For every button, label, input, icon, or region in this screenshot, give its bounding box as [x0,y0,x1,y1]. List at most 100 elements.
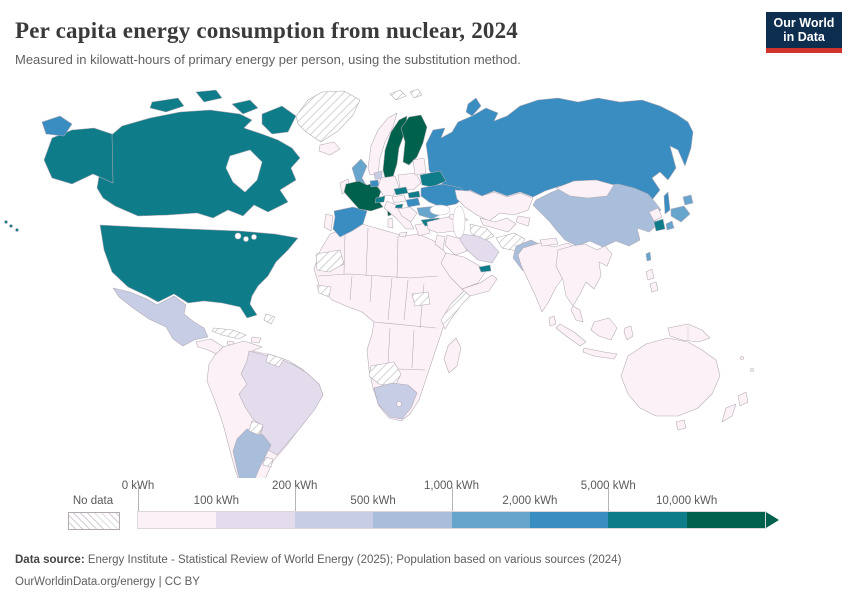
country-hungary[interactable] [405,197,421,208]
legend-no-data-swatch[interactable] [68,512,120,530]
country-pacific-island-2[interactable] [750,368,754,372]
country-japan-hokkaido[interactable] [682,194,694,206]
country-germany[interactable] [377,175,400,197]
country-france[interactable] [343,180,384,212]
country-poland[interactable] [397,172,422,191]
country-lesotho[interactable] [396,401,402,407]
country-greenland[interactable] [295,90,361,143]
data-source-line: Data source: Energy Institute - Statisti… [15,550,835,572]
country-taiwan[interactable] [645,251,652,262]
country-japan-honshu[interactable] [670,205,691,223]
country-baltic-states[interactable] [412,157,427,176]
country-uruguay[interactable] [262,456,274,468]
country-levant[interactable] [434,234,446,251]
country-yemen-oman[interactable] [461,274,498,297]
country-slovakia[interactable] [407,190,421,199]
country-uzbekistan[interactable] [479,217,517,233]
africa-border-lines [317,227,439,371]
country-south-africa[interactable] [373,382,418,420]
legend-tick-label: 500 kWh [350,495,396,507]
country-indonesia-borneo[interactable] [590,317,618,341]
legend-segment-1000-2000[interactable] [451,512,530,528]
country-malay-peninsula[interactable] [570,305,584,323]
country-indonesia-java[interactable] [582,347,618,360]
data-source-text: Energy Institute - Statistical Review of… [84,554,622,566]
country-pacific-island-1[interactable] [740,356,744,360]
country-iceland[interactable] [318,141,341,156]
country-mongolia[interactable] [555,179,615,199]
country-hawaii-2[interactable] [9,224,13,228]
country-indonesia-sumatra[interactable] [555,323,587,347]
country-canada[interactable] [96,109,301,219]
country-north-korea[interactable] [648,207,663,222]
legend-segment-10000-plus[interactable] [686,512,765,528]
country-nepal[interactable] [539,237,559,247]
country-canada-arctic-3[interactable] [231,99,259,115]
legend-segment-500-1000[interactable] [373,512,452,528]
country-novaya-zemlya[interactable] [465,97,482,117]
country-australia[interactable] [620,337,721,417]
country-belgium[interactable] [369,179,380,188]
country-svalbard[interactable] [389,88,423,101]
country-africa-mainland[interactable] [313,223,476,422]
country-tasmania[interactable] [675,419,687,431]
owid-logo-line2: in Data [783,30,825,44]
legend-segment-5000-10000[interactable] [608,512,687,528]
country-new-zealand-south[interactable] [721,403,737,423]
country-balkans[interactable] [397,206,418,223]
country-kazakhstan[interactable] [454,189,534,222]
country-cuba[interactable] [211,327,247,340]
country-hawaii-3[interactable] [15,228,19,232]
legend-segment-0-100[interactable] [138,512,217,528]
country-sardinia[interactable] [387,217,394,229]
country-chukotka[interactable] [41,115,73,137]
country-slovenia[interactable] [394,203,404,209]
country-united-states[interactable] [99,224,299,319]
country-austria[interactable] [391,194,407,204]
country-south-korea[interactable] [653,218,666,232]
country-new-guinea[interactable] [667,323,711,343]
country-belarus[interactable] [419,170,447,188]
legend-segment-200-500[interactable] [294,512,374,528]
country-argentina[interactable] [232,428,272,478]
country-portugal[interactable] [323,213,334,232]
country-saudi-arabia[interactable] [440,252,487,290]
country-guyanas[interactable] [265,353,285,368]
country-indochina[interactable] [555,243,613,307]
country-philippines-luzon[interactable] [645,268,655,281]
country-philippines-mindanao[interactable] [649,281,659,293]
country-canada-arctic-1[interactable] [149,97,185,113]
country-new-zealand-north[interactable] [737,391,749,407]
country-madagascar[interactable] [443,337,462,374]
country-guinea-region[interactable] [316,284,332,298]
country-western-sahara[interactable] [315,249,345,273]
country-japan-kyushu[interactable] [665,220,675,231]
legend-tick-label: 10,000 kWh [655,495,718,507]
country-canada-arctic-baffin[interactable] [261,105,297,135]
country-switzerland[interactable] [374,195,386,204]
country-bahamas[interactable] [263,313,276,325]
country-ukraine[interactable] [420,183,468,208]
country-south-sudan[interactable] [411,291,431,307]
country-turkmenistan[interactable] [469,223,495,242]
owid-logo[interactable]: Our World in Data [766,12,842,53]
country-hispaniola[interactable] [250,336,262,344]
country-indonesia-sulawesi[interactable] [623,325,634,341]
country-canada-arctic-2[interactable] [195,89,223,103]
country-sicily[interactable] [398,231,408,238]
country-hawaii-1[interactable] [4,220,8,224]
country-spain[interactable] [332,206,368,238]
owid-link-line[interactable]: OurWorldinData.org/energy | CC BY [15,575,200,588]
country-sakhalin[interactable] [663,191,671,215]
country-alaska[interactable] [43,127,114,185]
legend-segment-2000-5000[interactable] [529,512,609,528]
country-finland[interactable] [400,114,428,166]
legend-segment-100-200[interactable] [216,512,295,528]
country-iran[interactable] [459,233,500,264]
country-sri-lanka[interactable] [548,315,557,327]
country-kyrgyzstan[interactable] [515,215,531,227]
country-united-arab-emirates[interactable] [478,264,492,273]
country-mexico[interactable] [112,287,209,347]
country-brazil[interactable] [238,350,324,456]
country-paraguay[interactable] [248,420,264,436]
